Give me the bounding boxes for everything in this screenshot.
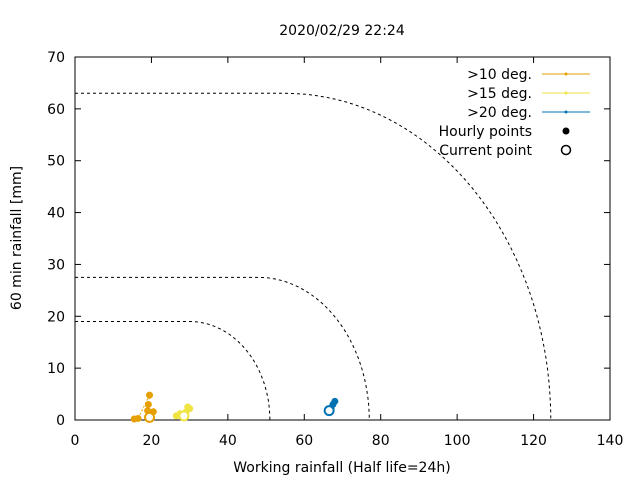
plot-border — [74, 56, 611, 421]
legend-open-circle — [560, 144, 572, 156]
x-tick-label: 140 — [597, 433, 624, 449]
y-tick-label: 50 — [47, 154, 65, 170]
data-points — [130, 391, 339, 423]
current-point — [178, 410, 190, 422]
legend-marker — [564, 110, 568, 114]
hourly-point — [134, 414, 142, 422]
x-tick-label: 120 — [520, 433, 547, 449]
x-axis-label: Working rainfall (Half life=24h) — [233, 460, 450, 476]
legend-label: >20 deg. — [467, 105, 532, 121]
x-tick-label: 100 — [444, 433, 471, 449]
legend-label: >10 deg. — [467, 67, 532, 83]
axis-ticks: 0 20 40 60 80 100 120 140 0 10 20 30 40 50 60 70 — [47, 50, 623, 449]
y-tick-label: 20 — [47, 309, 65, 325]
threshold-curve — [75, 321, 271, 421]
legend-label: >15 deg. — [467, 86, 532, 102]
x-tick-label: 0 — [71, 433, 80, 449]
y-tick-label: 40 — [47, 206, 65, 222]
threshold-curve — [75, 276, 370, 421]
hourly-point — [331, 397, 339, 405]
hourly-point — [144, 400, 152, 408]
plot-area — [74, 56, 611, 421]
legend-label: Current point — [439, 143, 532, 159]
x-tick-label: 80 — [372, 433, 390, 449]
x-tick-label: 20 — [143, 433, 161, 449]
x-tick-label: 40 — [219, 433, 237, 449]
legend: >10 deg. >15 deg. >20 deg. Hourly points Cur… — [439, 67, 590, 159]
y-tick-label: 60 — [47, 102, 65, 118]
legend-marker — [564, 72, 568, 76]
y-tick-label: 70 — [47, 50, 65, 66]
current-point — [144, 411, 156, 423]
y-tick-label: 30 — [47, 257, 65, 273]
current-point — [323, 405, 335, 417]
chart-title: 2020/02/29 22:24 — [279, 23, 405, 39]
y-tick-label: 10 — [47, 361, 65, 377]
legend-filled-circle — [562, 127, 570, 135]
y-tick-label: 0 — [56, 413, 65, 429]
legend-marker — [564, 91, 568, 95]
legend-label: Hourly points — [439, 124, 532, 140]
hourly-point — [146, 391, 154, 399]
x-tick-label: 60 — [295, 433, 313, 449]
threshold-curve — [75, 92, 552, 421]
threshold-curves — [75, 92, 552, 421]
y-axis-label: 60 min rainfall [mm] — [9, 166, 25, 310]
